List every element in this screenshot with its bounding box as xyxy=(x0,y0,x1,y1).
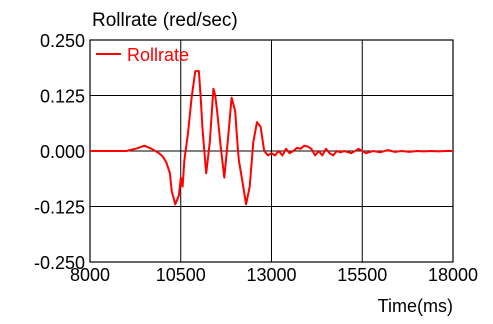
x-tick-label: 15500 xyxy=(337,265,387,285)
y-tick-label: -0.250 xyxy=(34,253,85,273)
x-tick-label: 8000 xyxy=(70,265,110,285)
y-axis-label: Rollrate (red/sec) xyxy=(92,10,238,31)
y-tick-label: -0.125 xyxy=(34,198,85,218)
x-tick-label: 10500 xyxy=(156,265,206,285)
series-line-rollrate xyxy=(90,70,453,206)
y-tick-label: 0.125 xyxy=(40,87,85,107)
x-tick-label: 18000 xyxy=(428,265,478,285)
x-axis-label: Time(ms) xyxy=(378,296,453,316)
y-tick-label: 0.000 xyxy=(40,142,85,162)
y-tick-label: 0.250 xyxy=(40,31,85,51)
x-tick-label: 13000 xyxy=(246,265,296,285)
legend-label: Rollrate xyxy=(127,45,189,65)
